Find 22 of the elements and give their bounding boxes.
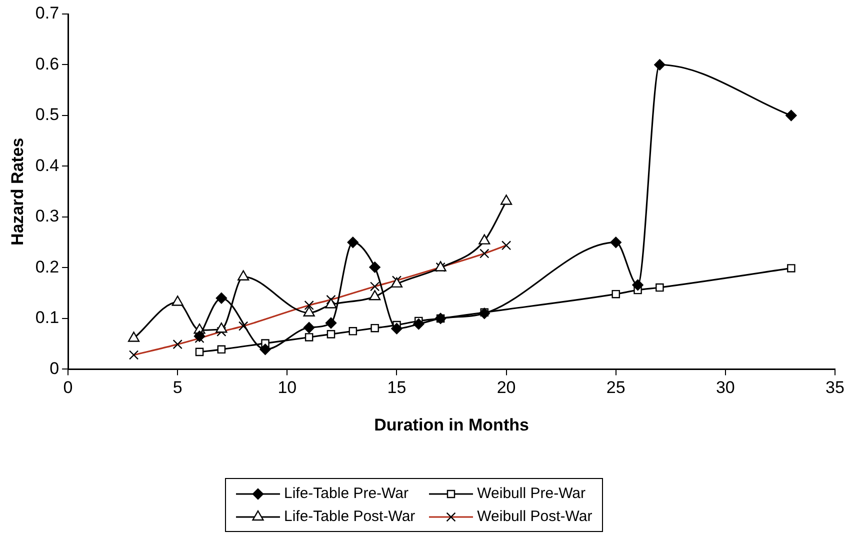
legend-label: Weibull Pre-War: [477, 485, 586, 502]
y-tick-label: 0.3: [35, 206, 60, 226]
x-tick-label: 10: [278, 378, 297, 398]
y-tick-label: 0.7: [35, 4, 60, 23]
x-tick-label: 25: [606, 378, 626, 398]
x-axis-title: Duration in Months: [374, 415, 529, 434]
x-tick-label: 30: [716, 378, 735, 398]
x-tick-label: 20: [496, 378, 516, 398]
y-tick-label: 0.2: [35, 257, 60, 276]
y-tick-label: 0.1: [35, 308, 60, 328]
legend-label: Life-Table Post-War: [284, 508, 416, 525]
y-axis-title: Hazard Rates: [8, 138, 27, 246]
x-tick-label: 0: [63, 378, 73, 398]
legend-label: Life-Table Pre-War: [284, 485, 408, 502]
legend-label: Weibull Post-War: [477, 508, 592, 525]
y-tick-label: 0: [50, 358, 60, 378]
y-tick-label: 0.5: [35, 105, 60, 124]
y-tick-label: 0.6: [35, 54, 60, 74]
x-tick-label: 15: [387, 378, 406, 398]
y-tick-label: 0.4: [35, 156, 60, 175]
x-tick-label: 35: [826, 378, 844, 398]
x-tick-label: 5: [172, 378, 182, 398]
